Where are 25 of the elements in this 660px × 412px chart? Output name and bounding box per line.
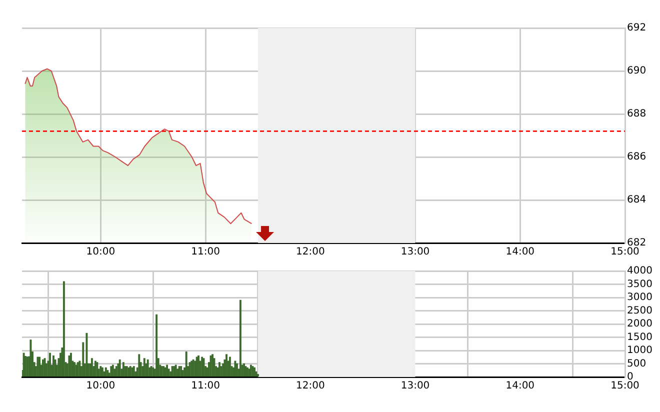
x-tick-label: 13:00 [400, 246, 430, 258]
y-tick-label: 500 [627, 358, 646, 370]
x-tick-label: 12:00 [296, 246, 325, 258]
y-tick-label: 4000 [627, 266, 652, 277]
y-tick-label: 684 [627, 194, 646, 206]
y-tick-label: 1500 [627, 332, 652, 343]
y-tick-label: 3000 [627, 292, 652, 304]
x-tick-label: 10:00 [86, 380, 116, 392]
y-tick-label: 2500 [627, 305, 652, 316]
y-tick-label: 2000 [627, 318, 652, 330]
y-tick-label: 690 [627, 66, 646, 77]
x-tick-label: 11:00 [191, 246, 220, 258]
x-tick-label: 12:00 [296, 380, 325, 392]
x-tick-label: 11:00 [191, 380, 220, 392]
y-tick-label: 688 [627, 108, 646, 120]
y-tick-label: 1000 [627, 345, 652, 356]
x-tick-label: 14:00 [506, 246, 535, 258]
y-tick-label: 692 [627, 22, 646, 34]
x-tick-label: 15:00 [610, 380, 640, 392]
y-tick-label: 3500 [627, 278, 652, 290]
x-tick-label: 10:00 [86, 246, 116, 258]
y-tick-label: 686 [627, 152, 646, 163]
x-tick-label: 15:00 [610, 246, 640, 258]
x-tick-label: 13:00 [400, 380, 430, 392]
x-tick-label: 14:00 [506, 380, 535, 392]
